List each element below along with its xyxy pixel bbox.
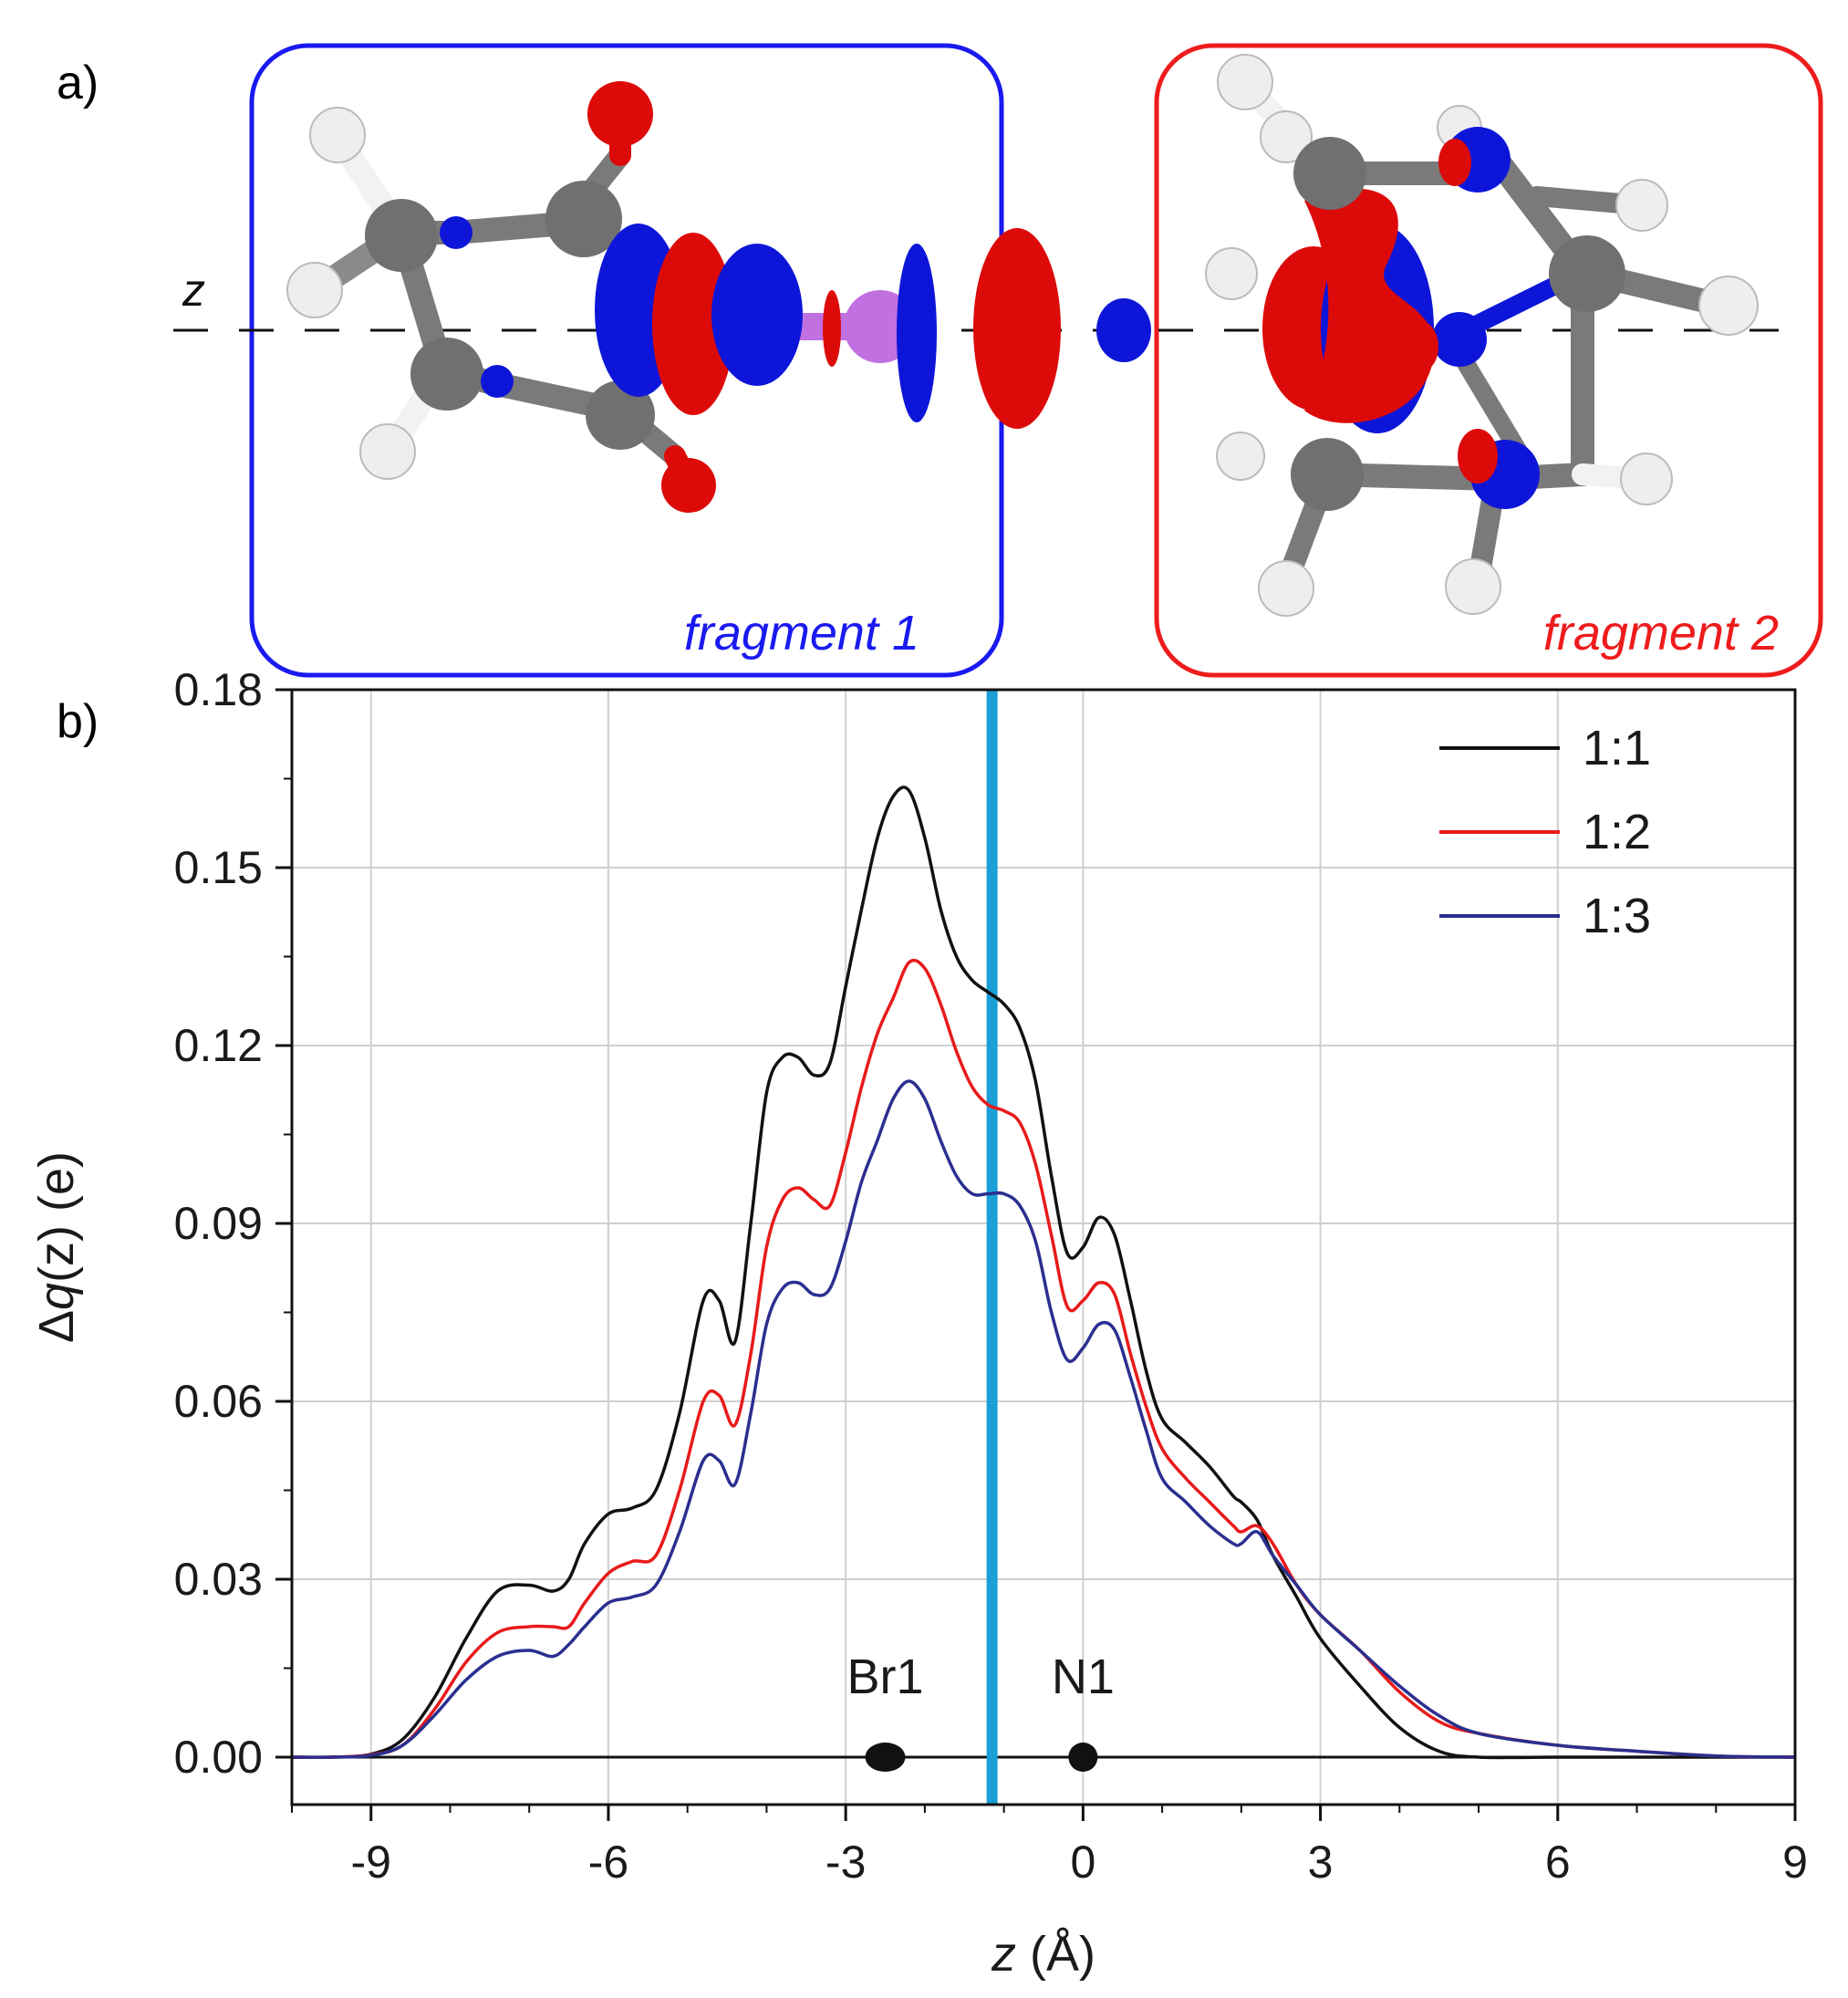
x-tick-label: -9 <box>351 1837 391 1888</box>
nitrogen-atom <box>1432 312 1487 367</box>
x-tick-label: -3 <box>825 1837 866 1888</box>
fragment-2-frame <box>1154 43 1823 678</box>
y-axis-title-var: q <box>29 1283 84 1310</box>
y-tick-label: 0.12 <box>174 1020 263 1071</box>
legend-label-1: 1:1 <box>1583 721 1651 775</box>
y-axis-title: Δq(z) (e) <box>29 1151 84 1343</box>
hydrogen-atom <box>1620 453 1673 505</box>
y-tick-label: 0.06 <box>174 1376 263 1427</box>
nitrogen-atom <box>481 365 514 398</box>
density-lobe-positive <box>1458 429 1498 484</box>
hydrogen-atom <box>1258 560 1314 617</box>
legend-label-3: 1:3 <box>1583 889 1651 943</box>
fragment-2-molecule <box>1205 54 1759 617</box>
x-tick-label: 3 <box>1308 1837 1334 1888</box>
x-axis-title-var: z <box>991 1927 1016 1982</box>
carbon-atom <box>1293 137 1366 210</box>
hydrogen-atom <box>286 262 343 318</box>
hydrogen-atom <box>309 107 366 163</box>
x-tick-label: 6 <box>1545 1837 1571 1888</box>
x-tick-label: 0 <box>1070 1837 1095 1888</box>
series-line-3 <box>291 1079 1796 1759</box>
fragment-1-molecule <box>286 81 1151 513</box>
density-lobe-positive <box>823 290 841 367</box>
density-lobe-positive <box>652 233 734 415</box>
carbon-atom <box>410 338 483 411</box>
legend-label-2: 1:2 <box>1583 805 1651 859</box>
density-lobe-positive <box>1304 188 1435 423</box>
y-axis-title-suffix: (z) (e) <box>29 1151 84 1283</box>
oxygen-atom <box>587 81 653 147</box>
plot-frame <box>290 688 1797 1806</box>
x-axis-title-unit: (Å) <box>1016 1927 1095 1982</box>
panel-b-label: b) <box>57 695 99 748</box>
hydrogen-atom <box>1217 54 1273 110</box>
y-tick-label: 0.03 <box>174 1554 263 1605</box>
x-tick-label: 9 <box>1782 1837 1808 1888</box>
density-lobe-negative <box>1096 298 1151 362</box>
hydrogen-atom <box>359 423 416 480</box>
carbon-atom <box>545 181 622 257</box>
atom-label-br1: Br1 <box>847 1649 924 1704</box>
hydrogen-atom <box>1615 179 1668 232</box>
hydrogen-atom <box>1216 432 1265 481</box>
x-axis-title: z (Å) <box>991 1927 1095 1982</box>
atom-marker-n1 <box>1068 1743 1098 1772</box>
atom-label-n1: N1 <box>1052 1649 1115 1704</box>
oxygen-atom <box>661 458 716 513</box>
x-tick-label: -6 <box>588 1837 628 1888</box>
panel-a-label: a) <box>57 57 99 109</box>
nitrogen-atom <box>440 216 472 249</box>
y-tick-label: 0.09 <box>174 1198 263 1249</box>
carbon-atom <box>1549 235 1625 312</box>
fragment-2-label: fragment 2 <box>1543 606 1779 661</box>
hydrogen-atom <box>1698 276 1759 336</box>
atom-marker-br1 <box>865 1743 906 1772</box>
y-tick-label: 0.15 <box>174 842 263 893</box>
panel-b: b) Br1 N1 -9 -6 -3 0 3 6 9 0.00 0.03 0.06 0.09 0.12 0.… <box>29 664 1808 1982</box>
z-axis-label: z <box>182 265 205 316</box>
density-lobe-positive <box>1402 321 1438 372</box>
carbon-atom <box>365 199 438 272</box>
density-lobe-positive <box>973 228 1061 429</box>
fragment-1-label: fragment 1 <box>684 606 919 661</box>
density-lobe-negative <box>897 244 937 422</box>
carbon-atom <box>1291 438 1364 511</box>
hydrogen-atom <box>1445 558 1501 615</box>
y-tick-label: 0.00 <box>174 1732 263 1783</box>
y-axis-title-prefix: Δ <box>29 1310 84 1343</box>
density-lobe-positive <box>1438 139 1471 186</box>
y-tick-label: 0.18 <box>174 664 263 715</box>
series-line-2 <box>291 958 1796 1759</box>
carbon-atom <box>586 380 655 450</box>
hydrogen-atom <box>1205 247 1258 300</box>
panel-a: a) z <box>57 43 1823 678</box>
plot-area: Br1 N1 -9 -6 -3 0 3 6 9 0.00 0.03 0.06 0.09 0.12 0.15 0… <box>174 664 1808 1888</box>
hydrogen-atom <box>1260 110 1313 163</box>
density-lobe-negative <box>711 244 803 386</box>
